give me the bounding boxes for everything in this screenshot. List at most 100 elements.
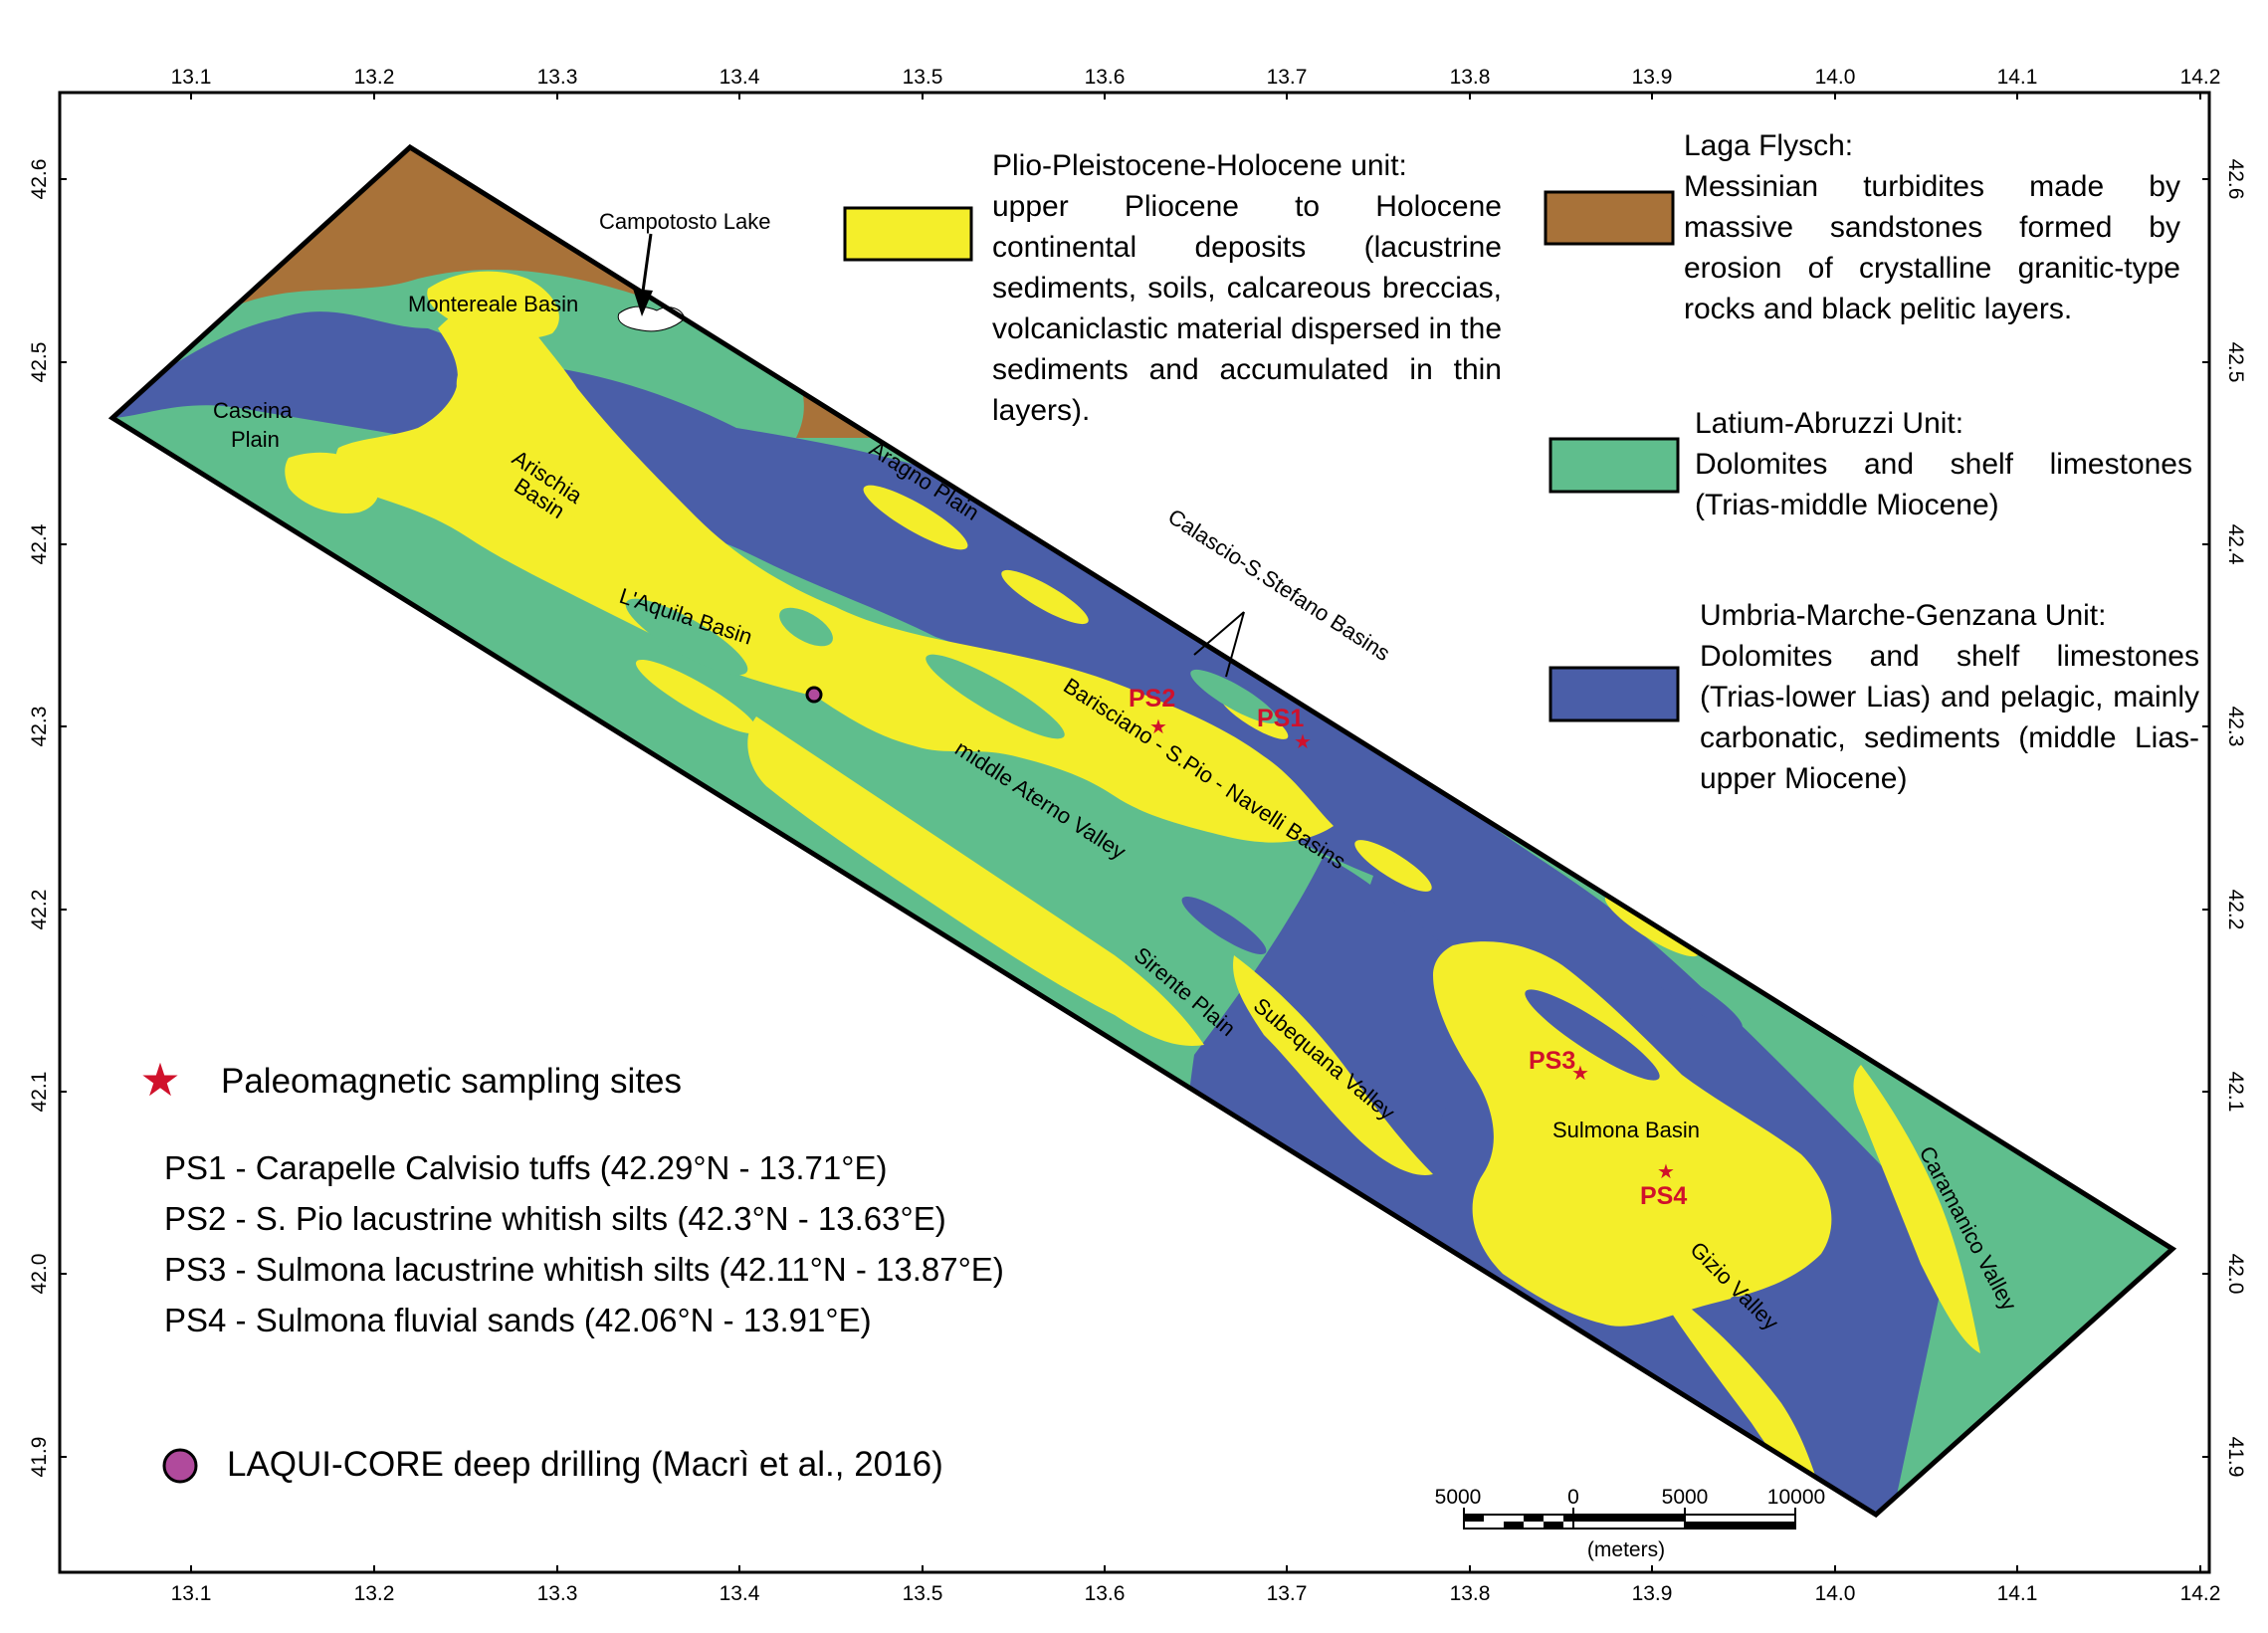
lon-label-bottom: 13.6 <box>1085 1582 1126 1605</box>
paleo-legend-label: Paleomagnetic sampling sites <box>221 1062 683 1101</box>
lon-label-top: 13.1 <box>171 66 212 89</box>
lon-label-bottom: 13.7 <box>1267 1582 1308 1605</box>
plio-pleistocene-holocene-unit-area <box>863 485 968 550</box>
laqui-core-marker <box>805 686 823 704</box>
umbria-marche-unit-area <box>1181 896 1267 955</box>
site-label-ps1: PS1 <box>1257 705 1304 732</box>
longitude-ticks-top <box>190 93 2201 100</box>
legend-plio-title: Plio-Pleistocene-Holocene unit: <box>992 149 1407 182</box>
lon-label-bottom: 13.1 <box>171 1582 212 1605</box>
lon-label-top: 13.5 <box>903 66 943 89</box>
umbria-marche-unit-area <box>1525 989 1660 1081</box>
lon-label-top: 13.6 <box>1085 66 1126 89</box>
sulmona-label: Sulmona Basin <box>1552 1118 1700 1142</box>
legend-swatch-umbria <box>1548 666 1680 722</box>
drill-circle-icon <box>162 1448 198 1484</box>
lat-label-right: 42.3 <box>2224 707 2247 747</box>
drill-legend-label: LAQUI-CORE deep drilling (Macrì et al., … <box>227 1445 943 1484</box>
latium-abruzzi-unit-area <box>1190 669 1278 724</box>
site-list: PS1 - Carapelle Calvisio tuffs (42.29°N … <box>164 1142 1004 1345</box>
site-list-item: PS2 - S. Pio lacustrine whitish silts (4… <box>164 1200 946 1237</box>
plio-pleistocene-holocene-unit-area <box>1853 1065 1980 1353</box>
lon-label-bottom: 13.2 <box>354 1582 395 1605</box>
legend-swatch-laga <box>1544 190 1675 246</box>
lon-label-top: 13.7 <box>1267 66 1308 89</box>
site-list-item: PS3 - Sulmona lacustrine whitish silts (… <box>164 1251 1004 1288</box>
site-star-ps3: ★ <box>1571 1063 1589 1085</box>
lon-label-top: 13.9 <box>1632 66 1673 89</box>
site-label-ps2: PS2 <box>1129 685 1175 713</box>
calascio-arrows <box>1193 611 1245 678</box>
site-label-ps3: PS3 <box>1529 1047 1575 1075</box>
plio-pleistocene-holocene-unit-area <box>1233 955 1433 1175</box>
plio-pleistocene-holocene-unit-area <box>1672 1294 1821 1493</box>
lon-label-top: 13.8 <box>1450 66 1491 89</box>
lon-label-top: 14.2 <box>2180 66 2221 89</box>
lon-label-top: 14.0 <box>1815 66 1856 89</box>
campotosto-arrow <box>633 233 653 316</box>
lon-label-top: 13.3 <box>537 66 578 89</box>
legend-plio: Plio-Pleistocene-Holocene unit: upper Pl… <box>992 145 1502 431</box>
lon-label-bottom: 13.3 <box>537 1582 578 1605</box>
lat-label-right: 42.0 <box>2224 1254 2247 1295</box>
lon-label-bottom: 13.5 <box>903 1582 943 1605</box>
plio-pleistocene-holocene-unit-area <box>912 838 999 894</box>
lat-label-right: 41.9 <box>2224 1437 2247 1478</box>
lat-label-left: 42.3 <box>28 707 51 747</box>
legend-umbria-title: Umbria-Marche-Genzana Unit: <box>1700 599 2107 632</box>
latitude-ticks <box>60 178 2209 1458</box>
longitude-ticks-bottom <box>190 1565 2201 1572</box>
legend-laga-text: Messinian turbidites made by massive san… <box>1684 170 2180 325</box>
plio-pleistocene-holocene-unit-area <box>1433 941 1832 1327</box>
paleo-star-icon: ★ <box>139 1054 180 1106</box>
scale-label: 5000 <box>1435 1486 1482 1509</box>
scale-label: 0 <box>1567 1486 1579 1509</box>
lon-label-bottom: 13.4 <box>720 1582 760 1605</box>
site-list-item: PS1 - Carapelle Calvisio tuffs (42.29°N … <box>164 1149 888 1186</box>
legend-latium: Latium-Abruzzi Unit: Dolomites and shelf… <box>1695 403 2192 525</box>
lat-label-right: 42.1 <box>2224 1072 2247 1113</box>
plio-pleistocene-holocene-unit-area <box>456 358 617 522</box>
lon-label-top: 13.2 <box>354 66 395 89</box>
plio-pleistocene-holocene-unit-area <box>427 271 559 339</box>
legend-laga: Laga Flysch: Messinian turbidites made b… <box>1684 125 2180 329</box>
legend-swatch-plio <box>843 206 973 262</box>
umbria-marche-unit-area <box>1730 1296 1793 1351</box>
lat-label-left: 42.6 <box>28 159 51 200</box>
lat-label-right: 42.4 <box>2224 524 2247 565</box>
lat-label-right: 42.2 <box>2224 890 2247 930</box>
umbria-marche-unit-area <box>1641 960 1743 1030</box>
legend-umbria-text: Dolomites and shelf limestones (Trias-lo… <box>1700 640 2199 795</box>
latium-abruzzi-unit-area <box>625 598 748 676</box>
scale-unit: (meters) <box>1587 1538 1665 1561</box>
cascina-label-1: Cascina <box>213 398 293 423</box>
scale-label: 5000 <box>1662 1486 1709 1509</box>
site-star-ps4: ★ <box>1657 1161 1675 1183</box>
site-list-item: PS4 - Sulmona fluvial sands (42.06°N - 1… <box>164 1302 872 1338</box>
legend-latium-text: Dolomites and shelf limestones (Trias-mi… <box>1695 448 2192 521</box>
lon-label-bottom: 14.0 <box>1815 1582 1856 1605</box>
lon-label-bottom: 13.9 <box>1632 1582 1673 1605</box>
scale-bar <box>1463 1508 1796 1530</box>
plio-pleistocene-holocene-unit-area <box>335 298 1335 843</box>
lat-label-left: 42.0 <box>28 1254 51 1295</box>
lon-label-top: 14.1 <box>1997 66 2038 89</box>
lat-label-left: 41.9 <box>28 1437 51 1478</box>
legend-umbria: Umbria-Marche-Genzana Unit: Dolomites an… <box>1700 595 2199 799</box>
lat-label-left: 42.4 <box>28 523 51 564</box>
plio-pleistocene-holocene-unit-area <box>1354 840 1432 892</box>
lat-label-left: 42.5 <box>28 342 51 383</box>
lat-label-left: 42.1 <box>28 1072 51 1113</box>
lat-label-right: 42.6 <box>2224 159 2247 200</box>
latium-abruzzi-unit-area <box>926 654 1065 739</box>
site-star-ps2: ★ <box>1149 716 1167 738</box>
legend-laga-title: Laga Flysch: <box>1684 129 1854 162</box>
plio-pleistocene-holocene-unit-area <box>635 659 758 734</box>
legend-swatch-latium <box>1548 437 1680 494</box>
lon-label-bottom: 14.2 <box>2180 1582 2221 1605</box>
legend-plio-text: upper Pliocene to Holocene continental d… <box>992 190 1502 427</box>
site-star-ps1: ★ <box>1294 731 1312 753</box>
site-label-ps4: PS4 <box>1640 1182 1687 1210</box>
plio-pleistocene-holocene-unit-area <box>1001 569 1089 625</box>
